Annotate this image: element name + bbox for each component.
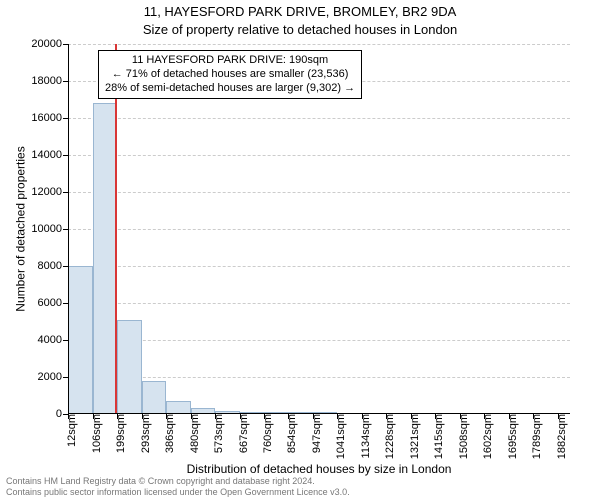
ytick-label: 0 [56, 408, 62, 420]
ytick-label: 2000 [38, 371, 62, 383]
xtick-label: 199sqm [115, 414, 127, 453]
xtick-label: 1789sqm [531, 414, 543, 459]
x-axis-label: Distribution of detached houses by size … [68, 462, 570, 476]
xtick-label: 854sqm [286, 414, 298, 453]
xtick-label: 1321sqm [409, 414, 421, 459]
chart-subtitle: Size of property relative to detached ho… [0, 22, 600, 37]
xtick-label: 1134sqm [360, 414, 372, 458]
footer-attribution: Contains HM Land Registry data © Crown c… [6, 476, 350, 498]
ytick-label: 16000 [31, 112, 62, 124]
xtick-label: 1695sqm [507, 414, 519, 459]
ytick-label: 8000 [38, 260, 62, 272]
xtick-label: 1882sqm [556, 414, 568, 459]
xtick-label: 106sqm [91, 414, 103, 453]
xtick-label: 667sqm [238, 414, 250, 453]
xtick-label: 1041sqm [335, 414, 347, 459]
y-axis-label: Number of detached properties [14, 44, 28, 414]
ytick-label: 6000 [38, 297, 62, 309]
xtick-label: 12sqm [66, 414, 78, 447]
xtick-label: 760sqm [262, 414, 274, 453]
xtick-label: 480sqm [189, 414, 201, 453]
footer-line-2: Contains public sector information licen… [6, 487, 350, 498]
ytick-label: 18000 [31, 75, 62, 87]
xtick-label: 1508sqm [458, 414, 470, 459]
xtick-label: 573sqm [213, 414, 225, 453]
xtick-label: 1228sqm [384, 414, 396, 459]
ytick-label: 14000 [31, 149, 62, 161]
xtick-label: 947sqm [311, 414, 323, 453]
y-axis-label-text: Number of detached properties [14, 146, 28, 311]
xtick-label: 293sqm [140, 414, 152, 453]
axes [68, 44, 570, 414]
chart-title: 11, HAYESFORD PARK DRIVE, BROMLEY, BR2 9… [0, 4, 600, 19]
footer-line-1: Contains HM Land Registry data © Crown c… [6, 476, 350, 487]
xtick-label: 1602sqm [482, 414, 494, 459]
ytick-label: 20000 [31, 38, 62, 50]
ytick-label: 10000 [31, 223, 62, 235]
ytick-label: 12000 [31, 186, 62, 198]
ytick-label: 4000 [38, 334, 62, 346]
xtick-label: 1415sqm [433, 414, 445, 459]
chart-container: 11, HAYESFORD PARK DRIVE, BROMLEY, BR2 9… [0, 0, 600, 500]
xtick-label: 386sqm [164, 414, 176, 453]
plot-area: 0200040006000800010000120001400016000180… [68, 44, 570, 414]
